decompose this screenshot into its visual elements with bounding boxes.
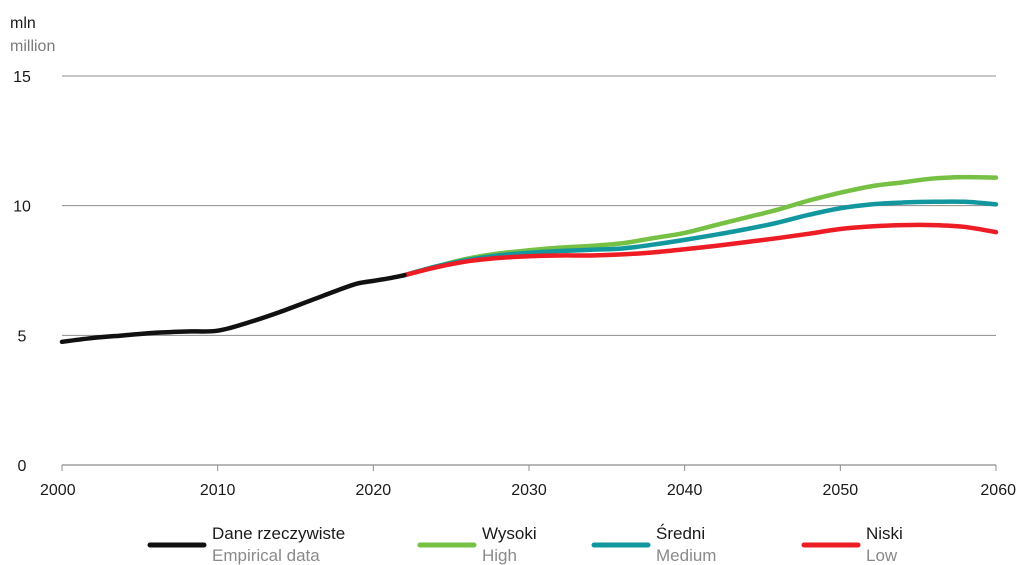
x-tick-label: 2040 bbox=[667, 482, 703, 499]
y-tick-label: 5 bbox=[18, 328, 27, 345]
legend-label-en: Medium bbox=[656, 546, 716, 565]
y-tick-label: 10 bbox=[13, 199, 31, 216]
y-tick-label: 15 bbox=[13, 69, 31, 86]
legend-label-en: Low bbox=[866, 546, 898, 565]
x-axis: 2000 2010 2020 2030 2040 2050 2060 bbox=[40, 464, 1016, 499]
unit-label-en: million bbox=[10, 38, 55, 55]
y-axis-ticks: 0 5 10 15 bbox=[13, 69, 31, 475]
unit-label-pl: mln bbox=[10, 15, 36, 32]
series-line-0 bbox=[59, 272, 407, 345]
series-lines bbox=[59, 174, 999, 345]
grid bbox=[62, 75, 996, 336]
x-tick-label: 2030 bbox=[511, 482, 547, 499]
legend-label: Wysoki bbox=[482, 524, 537, 543]
legend-label: Średni bbox=[656, 524, 705, 543]
legend-label-en: Empirical data bbox=[212, 546, 320, 565]
series-line-3 bbox=[402, 222, 999, 278]
x-tick-label: 2050 bbox=[823, 482, 859, 499]
series-line-2 bbox=[402, 199, 999, 278]
legend-label-en: High bbox=[482, 546, 517, 565]
x-tick-label: 2010 bbox=[200, 482, 236, 499]
y-tick-label: 0 bbox=[18, 458, 27, 475]
x-tick-label: 2060 bbox=[980, 482, 1016, 499]
legend: Dane rzeczywiste Empirical data Wysoki High… bbox=[147, 524, 903, 565]
x-tick-label: 2020 bbox=[356, 482, 392, 499]
legend-label: Niski bbox=[866, 524, 903, 543]
legend-label: Dane rzeczywiste bbox=[212, 524, 345, 543]
x-tick-label: 2000 bbox=[40, 482, 76, 499]
